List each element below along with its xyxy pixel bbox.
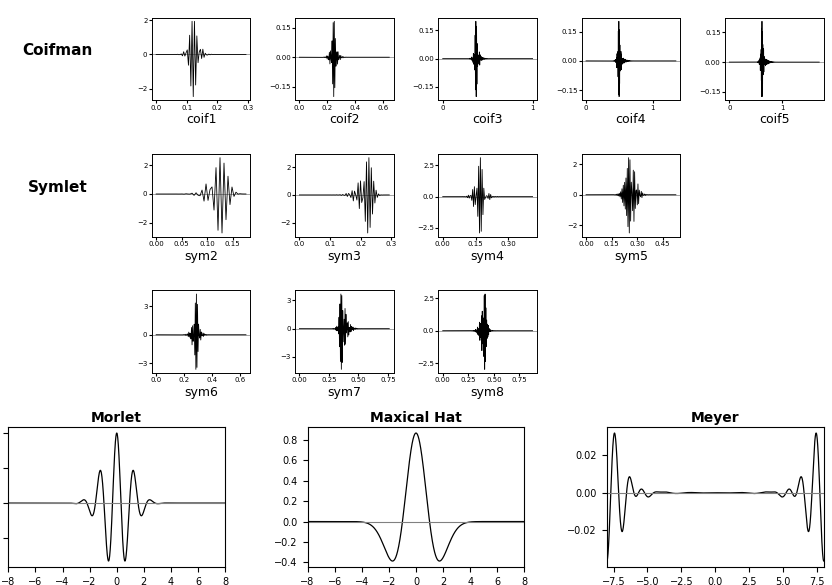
X-axis label: coif3: coif3 (473, 113, 503, 126)
X-axis label: coif2: coif2 (329, 113, 359, 126)
Text: Coifman: Coifman (22, 43, 93, 58)
X-axis label: coif5: coif5 (759, 113, 790, 126)
X-axis label: sym8: sym8 (471, 386, 505, 399)
X-axis label: sym7: sym7 (327, 386, 361, 399)
Title: Morlet: Morlet (92, 411, 142, 425)
X-axis label: sym4: sym4 (471, 250, 504, 263)
X-axis label: sym3: sym3 (328, 250, 361, 263)
X-axis label: sym6: sym6 (184, 386, 218, 399)
Title: Meyer: Meyer (691, 411, 740, 425)
X-axis label: sym5: sym5 (614, 250, 648, 263)
X-axis label: sym2: sym2 (184, 250, 218, 263)
X-axis label: coif1: coif1 (186, 113, 216, 126)
Text: Symlet: Symlet (27, 180, 87, 195)
Title: Maxical Hat: Maxical Hat (370, 411, 462, 425)
X-axis label: coif4: coif4 (616, 113, 646, 126)
